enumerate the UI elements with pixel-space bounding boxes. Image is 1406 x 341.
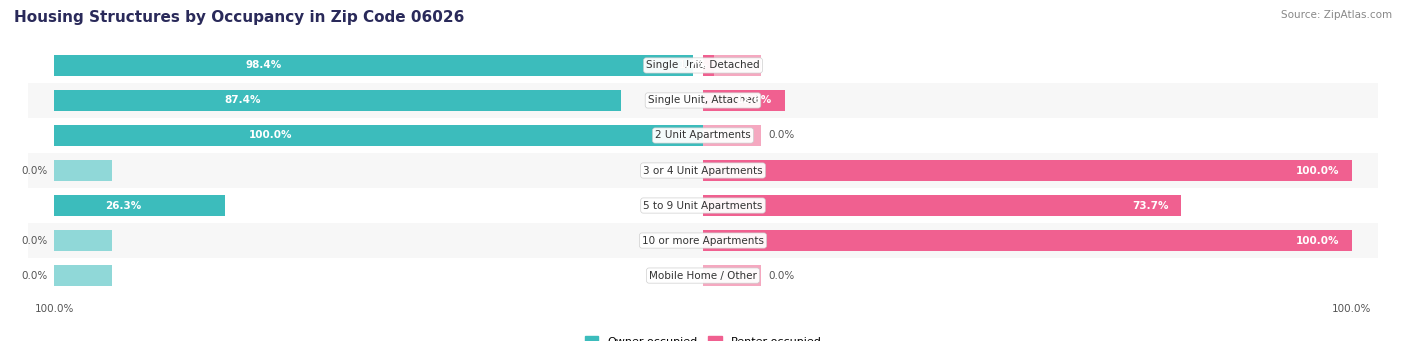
Bar	[703, 90, 762, 111]
Bar	[703, 55, 762, 76]
Text: 87.4%: 87.4%	[224, 95, 260, 105]
Text: Mobile Home / Other: Mobile Home / Other	[650, 270, 756, 281]
Text: 100.0%: 100.0%	[1295, 165, 1339, 176]
Text: 0.0%: 0.0%	[21, 270, 48, 281]
Bar	[703, 265, 762, 286]
Bar	[53, 265, 112, 286]
Bar	[28, 118, 1378, 153]
Text: 3 or 4 Unit Apartments: 3 or 4 Unit Apartments	[643, 165, 763, 176]
Text: 10 or more Apartments: 10 or more Apartments	[643, 236, 763, 246]
Text: 0.0%: 0.0%	[768, 270, 794, 281]
Text: 1.7%: 1.7%	[679, 60, 707, 71]
Bar	[53, 195, 225, 217]
Bar	[53, 160, 112, 181]
Text: Housing Structures by Occupancy in Zip Code 06026: Housing Structures by Occupancy in Zip C…	[14, 10, 464, 25]
Text: 73.7%: 73.7%	[1132, 201, 1168, 210]
Text: 100.0%: 100.0%	[1295, 236, 1339, 246]
Text: Source: ZipAtlas.com: Source: ZipAtlas.com	[1281, 10, 1392, 20]
Bar	[703, 90, 785, 111]
Bar	[703, 230, 1353, 251]
Text: 98.4%: 98.4%	[246, 60, 281, 71]
Bar	[53, 90, 621, 111]
Bar	[53, 90, 112, 111]
Bar	[28, 153, 1378, 188]
Bar	[53, 55, 693, 76]
Bar	[703, 195, 762, 217]
Legend: Owner-occupied, Renter-occupied: Owner-occupied, Renter-occupied	[581, 332, 825, 341]
Bar	[53, 55, 112, 76]
Bar	[28, 223, 1378, 258]
Bar	[28, 83, 1378, 118]
Bar	[28, 188, 1378, 223]
Text: 12.6%: 12.6%	[735, 95, 772, 105]
Bar	[703, 195, 1181, 217]
Bar	[53, 195, 112, 217]
Text: 26.3%: 26.3%	[105, 201, 142, 210]
Text: 0.0%: 0.0%	[21, 165, 48, 176]
Bar	[703, 55, 714, 76]
Text: 5 to 9 Unit Apartments: 5 to 9 Unit Apartments	[644, 201, 762, 210]
Bar	[28, 48, 1378, 83]
Bar	[53, 230, 112, 251]
Text: 0.0%: 0.0%	[21, 236, 48, 246]
Text: Single Unit, Attached: Single Unit, Attached	[648, 95, 758, 105]
Text: 100.0%: 100.0%	[249, 131, 292, 140]
Bar	[53, 124, 112, 146]
Bar	[703, 160, 762, 181]
Text: Single Unit, Detached: Single Unit, Detached	[647, 60, 759, 71]
Text: 2 Unit Apartments: 2 Unit Apartments	[655, 131, 751, 140]
Bar	[703, 160, 1353, 181]
Bar	[703, 230, 762, 251]
Bar	[53, 124, 703, 146]
Bar	[28, 258, 1378, 293]
Text: 0.0%: 0.0%	[768, 131, 794, 140]
Bar	[703, 124, 762, 146]
